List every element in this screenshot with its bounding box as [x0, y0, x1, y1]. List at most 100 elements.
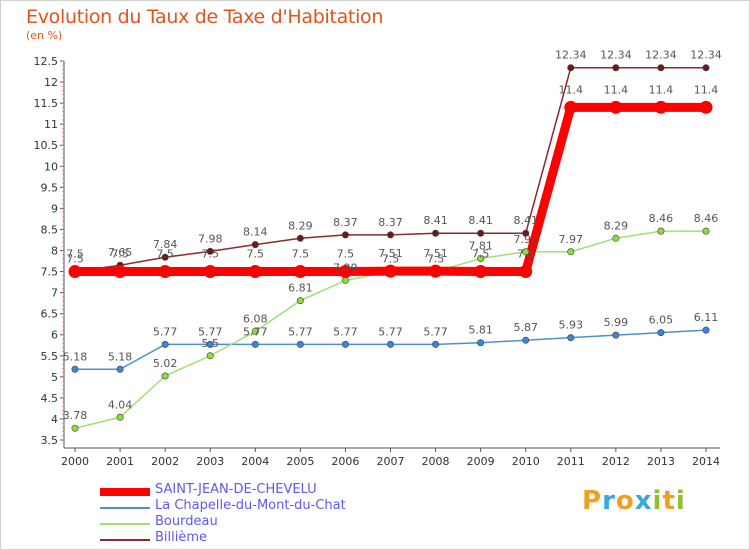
- data-point: [116, 413, 124, 421]
- data-label: 8.41: [513, 214, 538, 227]
- data-point: [386, 340, 394, 348]
- data-label: 8.41: [423, 214, 448, 227]
- data-label: 8.29: [288, 219, 313, 232]
- legend-swatch: [100, 539, 150, 541]
- data-point: [251, 327, 259, 335]
- data-point: [702, 326, 710, 334]
- y-tick-label: 11: [44, 118, 58, 131]
- data-label: 5.5: [201, 337, 219, 350]
- data-label: 5.77: [378, 325, 403, 338]
- data-point: [206, 340, 214, 348]
- data-label: 8.37: [333, 216, 358, 229]
- data-point: [206, 247, 214, 255]
- y-tick-label: 7: [51, 287, 58, 300]
- data-label: 12.34: [690, 49, 722, 62]
- data-point: [296, 340, 304, 348]
- data-label: 7.5: [337, 248, 355, 261]
- data-point: [161, 253, 169, 261]
- data-label: 11.4: [694, 83, 719, 96]
- x-tick-label: 2004: [241, 455, 269, 468]
- data-point: [477, 229, 485, 237]
- data-label: 7.5: [201, 248, 219, 261]
- data-point: [203, 265, 217, 279]
- data-point: [386, 231, 394, 239]
- data-label: 3.78: [63, 409, 88, 422]
- data-label: 5.02: [153, 357, 178, 370]
- data-label: 7.29: [333, 261, 358, 274]
- data-label: 7.65: [108, 246, 133, 259]
- data-label: 7.5: [292, 248, 310, 261]
- legend-swatch: [100, 507, 150, 509]
- data-label: 11.4: [559, 83, 584, 96]
- y-tick-label: 6.5: [41, 308, 59, 321]
- data-point: [341, 276, 349, 284]
- data-point: [522, 229, 530, 237]
- data-point: [567, 64, 575, 72]
- logo-letter: i: [652, 486, 663, 516]
- data-label: 7.5: [111, 248, 129, 261]
- data-point: [113, 265, 127, 279]
- data-label: 7.84: [153, 238, 178, 251]
- y-tick-label: 4.5: [41, 392, 59, 405]
- data-label: 12.34: [555, 49, 587, 62]
- data-point: [384, 264, 397, 278]
- data-point: [432, 229, 440, 237]
- y-tick-label: 7.5: [41, 266, 59, 279]
- data-label: 7.51: [423, 247, 448, 260]
- data-point: [567, 334, 575, 342]
- data-point: [341, 231, 349, 239]
- y-tick-label: 8: [51, 245, 58, 258]
- data-label: 7.51: [378, 247, 403, 260]
- legend-label: Billième: [155, 530, 208, 545]
- x-tick-label: 2003: [196, 455, 224, 468]
- data-point: [338, 265, 352, 279]
- data-label: 5.77: [198, 325, 223, 338]
- data-point: [612, 331, 620, 339]
- data-point: [158, 265, 172, 279]
- y-tick-label: 5: [51, 371, 58, 384]
- data-label: 8.14: [243, 226, 268, 239]
- data-label: 5.99: [604, 316, 629, 329]
- data-point: [477, 339, 485, 347]
- data-label: 5.77: [243, 325, 268, 338]
- data-label: 5.18: [108, 350, 133, 363]
- data-point: [699, 100, 713, 114]
- data-label: 6.11: [694, 311, 719, 324]
- data-label: 12.34: [600, 49, 632, 62]
- data-point: [71, 424, 79, 432]
- legend-label: Bourdeau: [155, 514, 218, 529]
- data-point: [477, 255, 485, 263]
- y-tick-label: 3.5: [41, 434, 59, 447]
- legend-label: SAINT-JEAN-DE-CHEVELU: [155, 482, 317, 497]
- y-tick-label: 9: [51, 202, 58, 215]
- data-point: [657, 64, 665, 72]
- y-tick-label: 10.5: [34, 139, 59, 152]
- y-tick-label: 10: [44, 160, 58, 173]
- data-label: 7.5: [382, 253, 400, 266]
- data-point: [296, 234, 304, 242]
- x-tick-label: 2002: [151, 455, 179, 468]
- data-label: 7.98: [198, 232, 223, 245]
- logo-letter: P: [582, 486, 603, 516]
- data-point: [251, 241, 259, 249]
- logo-letter: x: [634, 486, 653, 516]
- data-point: [341, 340, 349, 348]
- y-tick-label: 4: [51, 413, 58, 426]
- x-tick-label: 2001: [106, 455, 134, 468]
- data-label: 6.08: [243, 312, 268, 325]
- data-labels: 7.5 7.5 7.5 7.5 7.5 7.5 7.5 7.51 7.51 7.5 7.511.4 1…: [63, 49, 722, 422]
- x-tick-label: 2000: [61, 455, 89, 468]
- data-label: 5.77: [423, 325, 448, 338]
- data-label: 7.97: [513, 233, 538, 246]
- data-point: [612, 64, 620, 72]
- logo-letter: r: [602, 486, 616, 516]
- y-tick-label: 12.5: [34, 55, 59, 68]
- x-tick-label: 2011: [557, 455, 585, 468]
- data-label: 5.77: [288, 325, 313, 338]
- data-label: 11.4: [604, 83, 629, 96]
- data-point: [612, 234, 620, 242]
- data-point: [522, 336, 530, 344]
- data-point: [609, 100, 623, 114]
- data-point: [432, 340, 440, 348]
